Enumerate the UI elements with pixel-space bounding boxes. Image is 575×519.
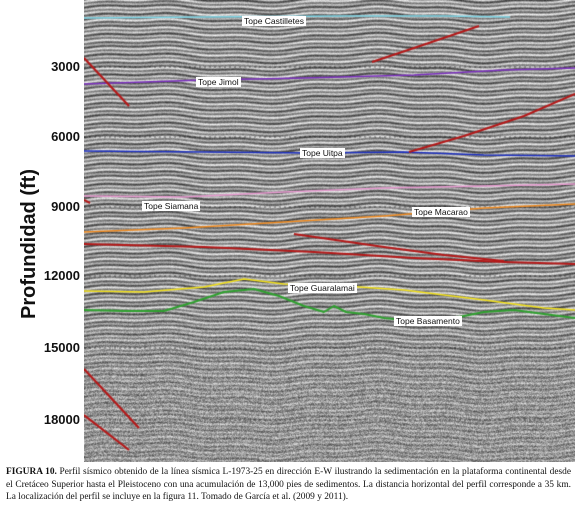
horizon-label-castilletes: Tope Castilletes xyxy=(242,16,307,26)
depth-tick-18000: 18000 xyxy=(43,412,80,427)
seismic-figure: Profundidad (ft) 3000 6000 9000 12000 15… xyxy=(18,0,575,462)
horizon-label-jimol: Tope Jimol xyxy=(196,77,241,87)
depth-tick-9000: 9000 xyxy=(51,199,80,214)
figure-caption: FIGURA 10. Perfil sísmico obtenido de la… xyxy=(6,466,571,504)
depth-tick-3000: 3000 xyxy=(51,59,80,74)
depth-tick-6000: 6000 xyxy=(51,129,80,144)
depth-tick-15000: 15000 xyxy=(43,340,80,355)
depth-tick-12000: 12000 xyxy=(43,268,80,283)
horizon-label-siamana: Tope Siamana xyxy=(142,201,201,211)
caption-label: FIGURA 10. xyxy=(6,467,57,477)
caption-text: Perfil sísmico obtenido de la línea sísm… xyxy=(6,467,571,502)
horizon-label-basamento: Tope Basamento xyxy=(394,316,462,326)
horizon-label-macarao: Tope Macarao xyxy=(412,207,470,217)
y-axis-label: Profundidad (ft) xyxy=(18,169,40,319)
horizon-label-uitpa: Tope Uitpa xyxy=(300,148,345,158)
horizon-label-guaralamai: Tope Guaralamai xyxy=(288,283,357,293)
seismic-section-image xyxy=(84,0,575,462)
